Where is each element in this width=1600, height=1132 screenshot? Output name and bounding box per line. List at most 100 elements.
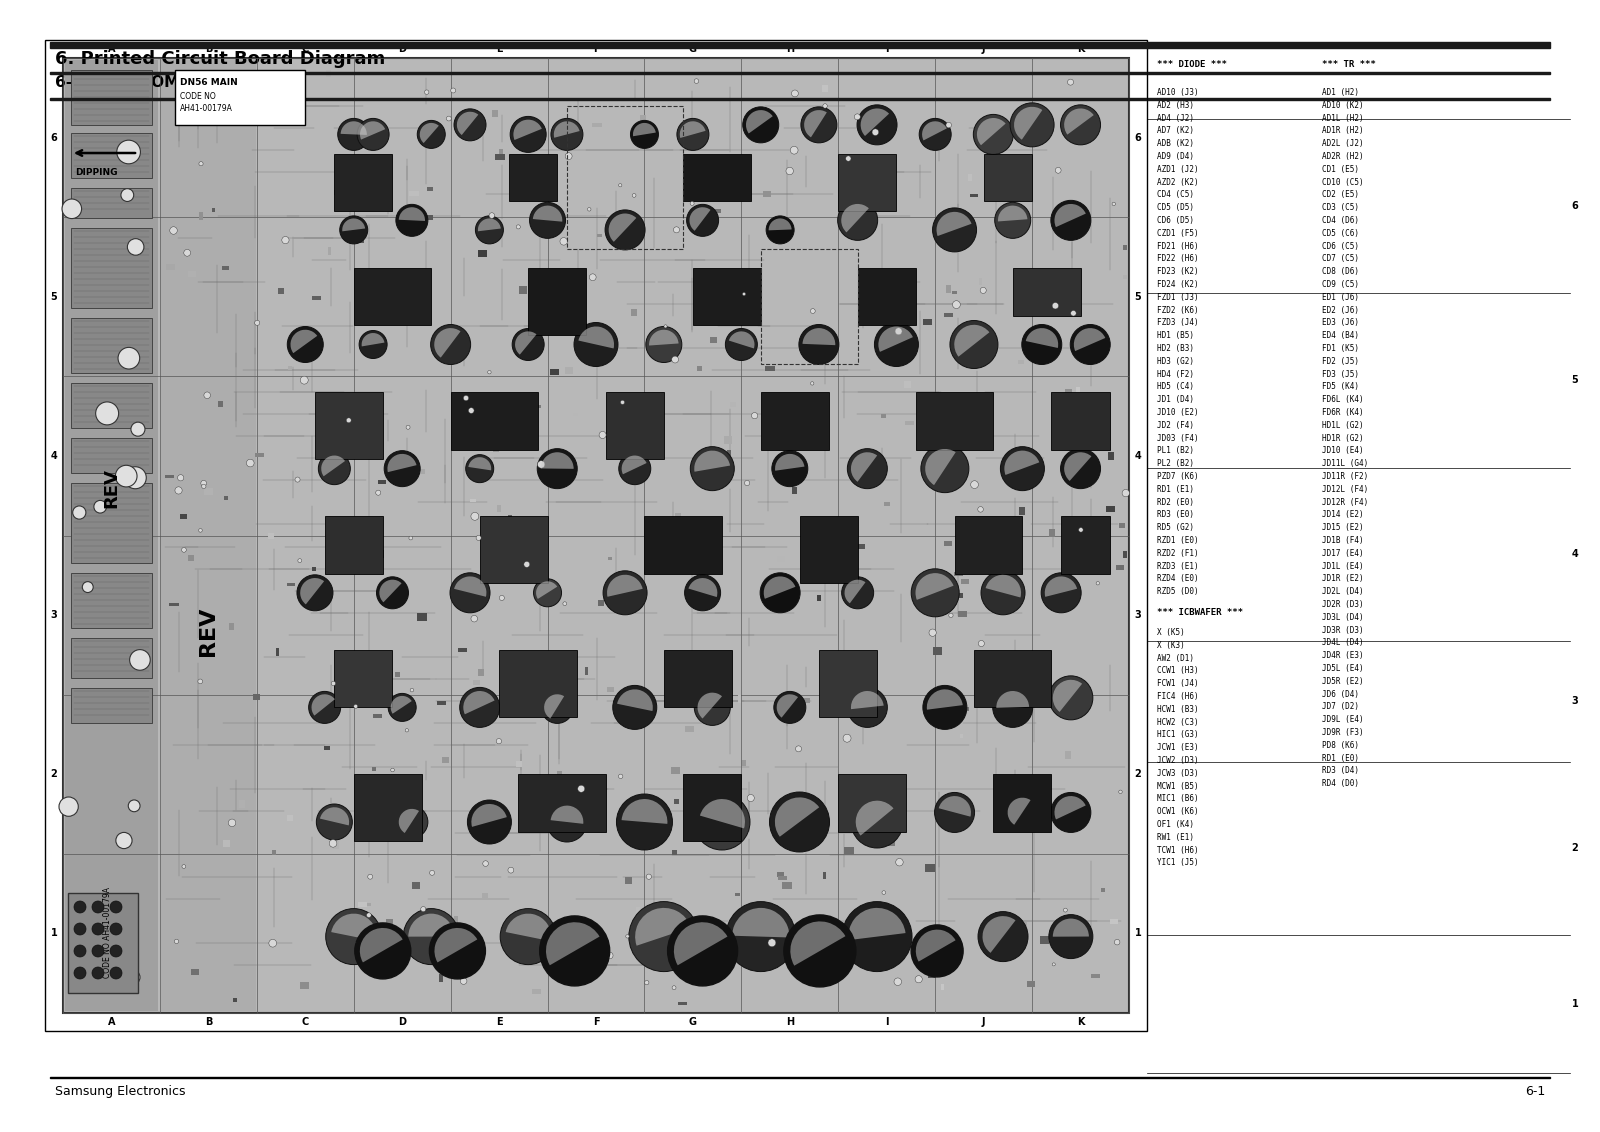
Wedge shape bbox=[774, 797, 819, 837]
Circle shape bbox=[309, 692, 341, 723]
Wedge shape bbox=[398, 207, 426, 221]
Bar bbox=[70, 70, 152, 125]
Bar bbox=[984, 154, 1032, 201]
Bar bbox=[1082, 209, 1086, 214]
Bar bbox=[419, 470, 424, 473]
Text: CD2 (E5): CD2 (E5) bbox=[1322, 190, 1358, 199]
Bar bbox=[374, 550, 384, 558]
Bar bbox=[933, 646, 942, 654]
Wedge shape bbox=[650, 329, 678, 345]
Text: 2: 2 bbox=[51, 770, 58, 779]
Circle shape bbox=[842, 901, 912, 971]
Bar bbox=[866, 777, 869, 781]
Text: JD3R (D3): JD3R (D3) bbox=[1322, 626, 1363, 635]
Text: AD7 (K2): AD7 (K2) bbox=[1157, 127, 1194, 136]
Circle shape bbox=[130, 650, 150, 670]
Bar bbox=[483, 223, 488, 226]
Wedge shape bbox=[861, 109, 890, 136]
Circle shape bbox=[918, 119, 950, 151]
Circle shape bbox=[246, 460, 254, 466]
Circle shape bbox=[1010, 103, 1054, 147]
Circle shape bbox=[512, 328, 544, 360]
Bar bbox=[632, 309, 637, 316]
Circle shape bbox=[357, 119, 389, 151]
Text: JD2L (D4): JD2L (D4) bbox=[1322, 588, 1363, 597]
Bar bbox=[872, 704, 878, 708]
Circle shape bbox=[182, 865, 186, 868]
Bar bbox=[760, 940, 766, 945]
Circle shape bbox=[952, 301, 960, 309]
Circle shape bbox=[1067, 79, 1074, 85]
Wedge shape bbox=[790, 921, 845, 966]
Bar bbox=[334, 190, 342, 195]
Bar bbox=[427, 187, 432, 191]
Bar bbox=[528, 791, 534, 796]
Text: JCW1 (E3): JCW1 (E3) bbox=[1157, 744, 1198, 752]
Text: CD6 (D5): CD6 (D5) bbox=[1157, 216, 1194, 225]
Text: HD2 (B3): HD2 (B3) bbox=[1157, 344, 1194, 353]
Text: JD14 (E2): JD14 (E2) bbox=[1322, 511, 1363, 520]
Wedge shape bbox=[674, 923, 728, 966]
Text: HIC1 (G3): HIC1 (G3) bbox=[1157, 730, 1198, 739]
Bar bbox=[67, 893, 138, 993]
Bar bbox=[1096, 422, 1102, 429]
Circle shape bbox=[752, 412, 758, 419]
Circle shape bbox=[872, 129, 878, 136]
Bar bbox=[70, 573, 152, 628]
Bar bbox=[1077, 387, 1080, 393]
Text: FIC4 (H6): FIC4 (H6) bbox=[1157, 692, 1198, 701]
Text: CD7 (C5): CD7 (C5) bbox=[1322, 255, 1358, 264]
Text: CD5 (D5): CD5 (D5) bbox=[1157, 204, 1194, 212]
Wedge shape bbox=[635, 908, 691, 945]
Wedge shape bbox=[746, 110, 773, 134]
Text: JD1R (E2): JD1R (E2) bbox=[1322, 574, 1363, 583]
Circle shape bbox=[875, 323, 918, 367]
Circle shape bbox=[459, 687, 499, 728]
Text: CD3 (C5): CD3 (C5) bbox=[1322, 204, 1358, 212]
Circle shape bbox=[565, 153, 573, 160]
Text: 5: 5 bbox=[51, 292, 58, 302]
Circle shape bbox=[992, 687, 1032, 728]
Text: JD10 (E4): JD10 (E4) bbox=[1322, 446, 1363, 455]
Circle shape bbox=[202, 484, 206, 489]
Text: AD10 (K2): AD10 (K2) bbox=[1322, 101, 1363, 110]
Bar bbox=[974, 650, 1051, 708]
Bar bbox=[333, 841, 339, 849]
Bar bbox=[334, 650, 392, 708]
Text: HCW1 (B3): HCW1 (B3) bbox=[1157, 705, 1198, 714]
Bar bbox=[886, 175, 890, 179]
Bar bbox=[662, 829, 666, 833]
Bar bbox=[858, 268, 915, 325]
Bar bbox=[645, 516, 722, 574]
Wedge shape bbox=[541, 453, 574, 469]
Circle shape bbox=[128, 800, 141, 812]
Wedge shape bbox=[915, 929, 955, 961]
Bar bbox=[1018, 921, 1027, 927]
Bar bbox=[882, 414, 886, 418]
Bar bbox=[1011, 782, 1019, 786]
Text: CD10 (C5): CD10 (C5) bbox=[1322, 178, 1363, 187]
Circle shape bbox=[768, 938, 776, 946]
Text: RD5 (G2): RD5 (G2) bbox=[1157, 523, 1194, 532]
Circle shape bbox=[475, 216, 504, 243]
Circle shape bbox=[254, 320, 259, 325]
Bar bbox=[557, 771, 562, 775]
Wedge shape bbox=[331, 914, 376, 941]
Circle shape bbox=[93, 945, 104, 957]
Bar bbox=[675, 799, 678, 804]
Text: 4: 4 bbox=[1134, 451, 1141, 461]
Circle shape bbox=[802, 106, 837, 143]
Circle shape bbox=[587, 207, 590, 211]
Circle shape bbox=[1050, 915, 1093, 959]
Circle shape bbox=[499, 595, 504, 600]
Circle shape bbox=[1061, 105, 1101, 145]
Bar bbox=[856, 544, 864, 549]
Text: PD8 (K6): PD8 (K6) bbox=[1322, 740, 1358, 749]
Bar bbox=[723, 436, 733, 444]
Bar bbox=[778, 557, 786, 561]
Text: JD5R (E2): JD5R (E2) bbox=[1322, 677, 1363, 686]
Circle shape bbox=[672, 986, 677, 989]
Circle shape bbox=[694, 794, 750, 850]
Circle shape bbox=[1022, 325, 1062, 365]
Bar bbox=[1066, 388, 1072, 393]
